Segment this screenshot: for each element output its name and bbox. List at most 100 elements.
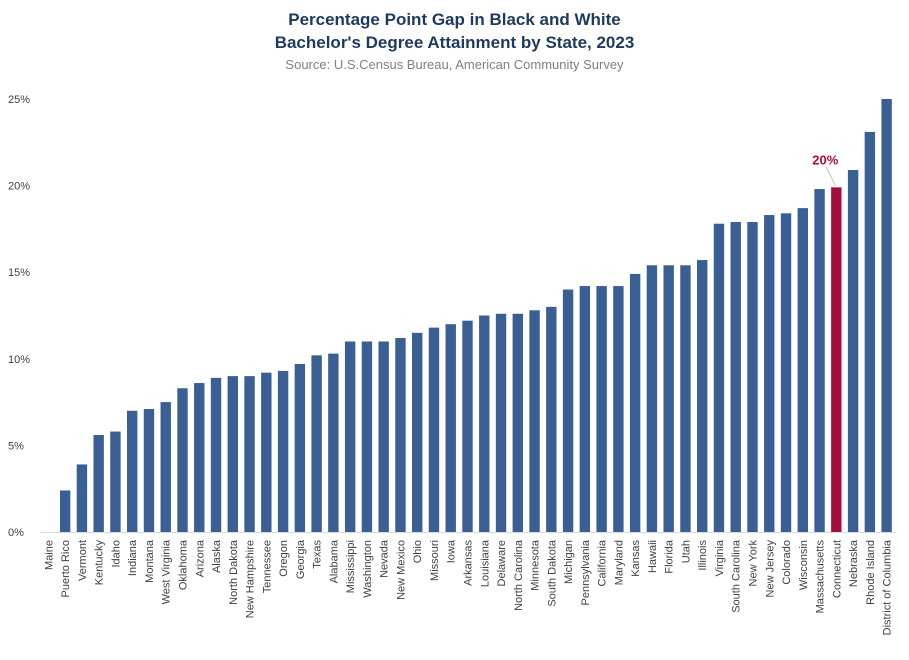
bar-mississippi	[344, 341, 356, 532]
x-tick-label: Indiana	[127, 539, 139, 576]
x-tick-label: Texas	[312, 540, 324, 569]
bar-montana	[143, 409, 155, 532]
x-tick-label: Vermont	[77, 540, 89, 581]
bar-alabama	[328, 353, 339, 532]
y-tick-label: 20%	[8, 181, 30, 193]
x-tick-label: Florida	[664, 539, 676, 574]
x-tick-label: South Carolina	[731, 539, 743, 613]
chart-subtitle: Source: U.S.Census Bureau, American Comm…	[285, 57, 624, 72]
bar-nevada	[378, 341, 389, 532]
x-tick-label: Utah	[680, 540, 692, 563]
bar-georgia	[294, 363, 306, 532]
bar-new-hampshire	[244, 376, 255, 532]
x-tick-label: Montana	[144, 539, 156, 583]
x-tick-label: Illinois	[697, 540, 709, 571]
y-tick-label: 25%	[8, 94, 30, 106]
x-tick-label: Arkansas	[463, 540, 475, 586]
bar-hawaii	[646, 265, 658, 532]
bar-washington	[361, 341, 373, 532]
x-tick-label: Arizona	[194, 539, 206, 577]
x-tick-label: Nebraska	[848, 539, 860, 587]
bar-iowa	[445, 324, 456, 532]
x-tick-label: Alaska	[211, 539, 223, 573]
y-tick-label: 5%	[8, 440, 24, 452]
bar-florida	[663, 265, 674, 532]
x-tick-label: Kentucky	[94, 540, 106, 586]
bar-new-york	[747, 221, 758, 533]
bar-tennessee	[261, 372, 272, 532]
bar-west-virginia	[160, 402, 171, 532]
bar-south-carolina	[730, 221, 741, 533]
x-tick-label: Wisconsin	[798, 540, 810, 590]
bar-district-of-columbia	[881, 99, 892, 532]
x-tick-label: Delaware	[496, 540, 508, 586]
x-tick-label: District of Columbia	[882, 539, 894, 635]
bar-maryland	[613, 286, 624, 532]
x-tick-label: Oklahoma	[178, 539, 190, 590]
x-tick-label: Georgia	[295, 539, 307, 579]
data-label-highlight: 20%	[812, 152, 838, 167]
x-tick-label: New Mexico	[395, 540, 407, 600]
x-tick-label: Alabama	[328, 539, 340, 583]
bar-pennsylvania	[579, 286, 591, 532]
x-tick-label: Louisiana	[479, 539, 491, 587]
bar-new-jersey	[764, 215, 775, 532]
bar-arkansas	[462, 320, 473, 532]
y-tick-label: 10%	[8, 354, 30, 366]
bar-minnesota	[529, 310, 540, 532]
y-tick-label: 15%	[8, 267, 30, 279]
x-tick-label: Hawaii	[647, 540, 659, 573]
x-tick-label: Iowa	[446, 539, 458, 563]
bar-arizona	[194, 383, 205, 532]
data-label-leader-line	[825, 167, 836, 186]
bar-indiana	[127, 410, 138, 532]
x-tick-label: New Hampshire	[245, 540, 257, 618]
bar-kansas	[629, 273, 641, 532]
x-tick-label: Pennsylvania	[580, 539, 592, 605]
bar-colorado	[780, 213, 792, 532]
x-tick-label: North Dakota	[228, 539, 240, 605]
bar-massachusetts	[814, 189, 825, 532]
bar-oregon	[277, 370, 289, 532]
x-tick-label: California	[597, 539, 609, 586]
x-tick-label: Washington	[362, 540, 374, 598]
x-tick-label: New York	[748, 540, 760, 587]
bar-rhode-island	[864, 131, 876, 532]
x-tick-label: Maine	[43, 540, 55, 570]
bar-nebraska	[847, 170, 859, 532]
bar-idaho	[110, 431, 121, 532]
bar-louisiana	[479, 315, 490, 532]
bar-kentucky	[93, 435, 104, 532]
x-tick-label: Kansas	[630, 540, 642, 577]
x-tick-label: Mississippi	[345, 540, 357, 593]
bar-alaska	[210, 377, 222, 532]
bar-delaware	[495, 313, 507, 532]
bar-michigan	[562, 289, 574, 532]
x-tick-label: Oregon	[278, 540, 290, 577]
x-tick-label: Rhode Island	[865, 540, 877, 605]
bar-wisconsin	[797, 208, 808, 532]
x-tick-label: Idaho	[110, 540, 122, 568]
x-tick-label: South Dakota	[546, 539, 558, 607]
bar-virginia	[713, 223, 725, 533]
bar-vermont	[76, 464, 88, 532]
bar-missouri	[428, 327, 440, 532]
bar-north-dakota	[227, 376, 238, 532]
x-tick-label: Massachusetts	[815, 540, 827, 614]
bar-new-mexico	[395, 338, 406, 532]
x-tick-label: Colorado	[781, 540, 793, 585]
x-tick-label: Nevada	[379, 539, 391, 578]
x-tick-label: Michigan	[563, 540, 575, 584]
bar-illinois	[697, 260, 708, 532]
bar-california	[596, 286, 607, 532]
x-tick-label: Ohio	[412, 540, 424, 563]
bar-puerto-rico	[59, 490, 71, 532]
bar-texas	[311, 355, 322, 532]
bar-utah	[680, 265, 691, 532]
bar-oklahoma	[177, 388, 188, 532]
x-tick-label: Missouri	[429, 540, 441, 581]
x-tick-label: Virginia	[714, 539, 726, 576]
chart-title-line-2: Bachelor's Degree Attainment by State, 2…	[274, 33, 635, 52]
x-tick-label: Tennessee	[261, 540, 273, 593]
